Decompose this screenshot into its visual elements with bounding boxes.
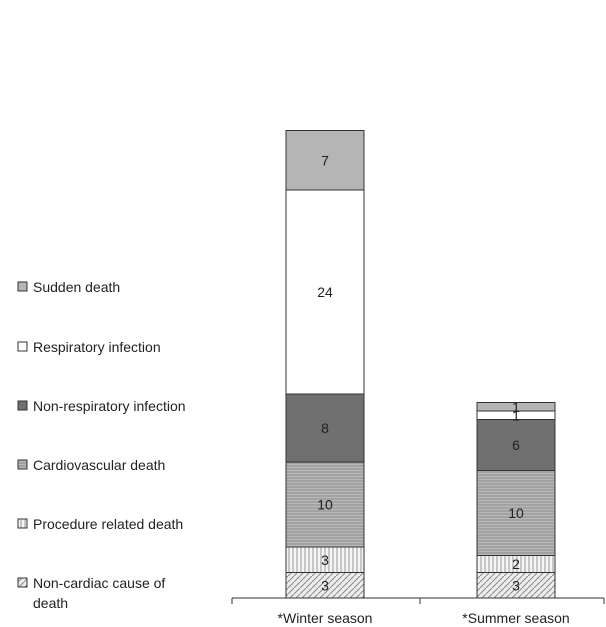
data-label-respiratory-infection-winter: 24 <box>317 284 333 300</box>
x-axis: *Winter season *Summer season <box>231 597 605 626</box>
bar-segment-respiratory-infection-winter <box>285 189 365 395</box>
x-tick-label-summer: *Summer season <box>462 610 569 626</box>
legend-swatch-non-respiratory-infection <box>17 400 28 411</box>
bars-layer <box>285 130 556 599</box>
bar-segment-non-cardiac-cause-of-death-winter <box>285 572 365 599</box>
data-label-sudden-death-summer: 1 <box>512 399 520 415</box>
legend-label-non-respiratory-infection: Non-respiratory infection <box>33 398 186 414</box>
legend-swatch-cardiovascular-death <box>17 459 28 470</box>
legend-label-procedure-related-death: Procedure related death <box>33 516 183 532</box>
legend-label-non-cardiac-cause-of-death: Non-cardiac cause of death <box>33 575 165 611</box>
legend-swatch-respiratory-infection <box>17 341 28 352</box>
x-tick-label-winter: *Winter season <box>278 610 373 626</box>
bar-segment-cardiovascular-death-summer <box>476 470 556 556</box>
legend-swatch-non-cardiac-cause-of-death <box>17 577 28 588</box>
legend-swatch-procedure-related-death <box>17 518 28 529</box>
legend-swatch-sudden-death <box>17 281 28 292</box>
bar-segment-sudden-death-winter <box>285 130 365 191</box>
bar-segment-non-respiratory-infection-summer <box>476 419 556 471</box>
data-label-non-cardiac-cause-of-death-winter: 3 <box>321 577 329 593</box>
data-label-procedure-related-death-summer: 2 <box>512 556 520 572</box>
data-label-procedure-related-death-winter: 3 <box>321 552 329 568</box>
bar-segment-non-respiratory-infection-winter <box>285 393 365 463</box>
data-label-respiratory-infection-summer: 1 <box>512 407 520 423</box>
legend-label-sudden-death: Sudden death <box>33 279 120 295</box>
value-labels-layer: 3 3 10 8 24 7 3 2 10 6 11 <box>317 152 524 593</box>
legend: Sudden death Respiratory infection Non-res… <box>17 279 186 611</box>
legend-label-respiratory-infection: Respiratory infection <box>33 339 161 355</box>
data-label-sudden-death-winter: 7 <box>321 152 329 168</box>
data-label-non-cardiac-cause-of-death-summer: 3 <box>512 577 520 593</box>
bar-segment-sudden-death-summer <box>476 402 556 412</box>
legend-label-cardiovascular-death: Cardiovascular death <box>33 457 165 473</box>
data-label-non-respiratory-infection-winter: 8 <box>321 420 329 436</box>
data-label-non-respiratory-infection-summer: 6 <box>512 437 520 453</box>
data-label-cardiovascular-death-winter: 10 <box>317 497 333 513</box>
data-label-cardiovascular-death-summer: 10 <box>508 505 524 521</box>
bar-segment-procedure-related-death-winter <box>285 546 365 573</box>
